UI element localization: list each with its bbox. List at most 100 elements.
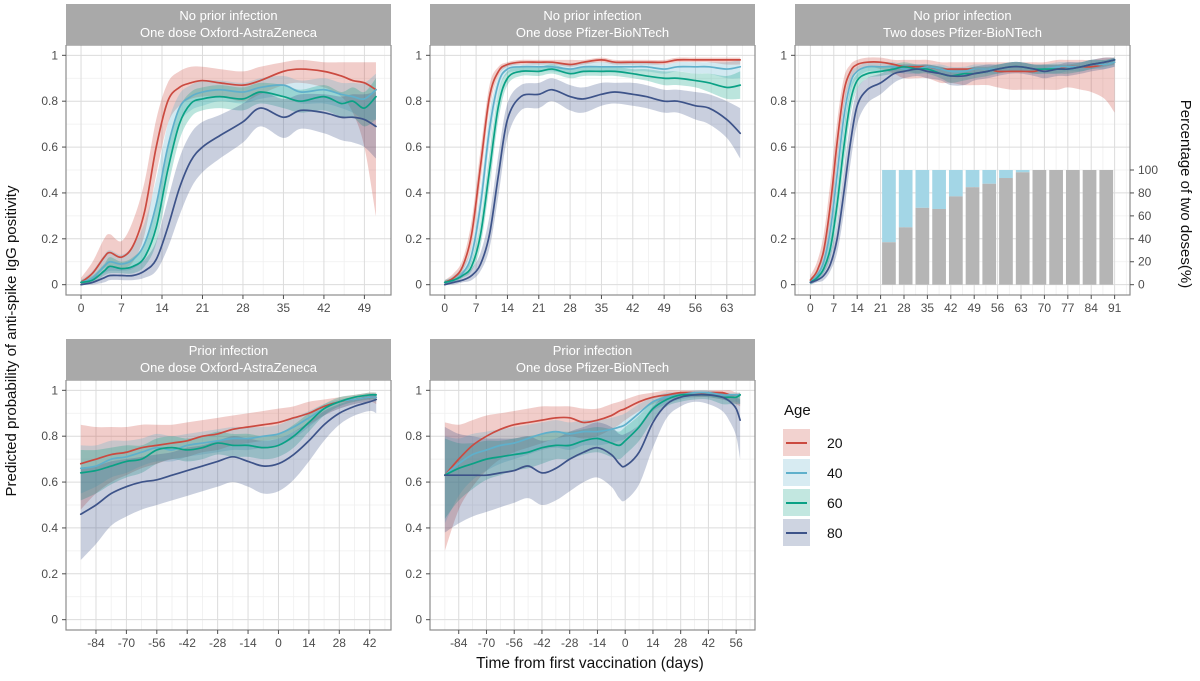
- svg-text:0.4: 0.4: [41, 186, 58, 200]
- svg-text:0: 0: [275, 636, 282, 650]
- svg-text:0.6: 0.6: [41, 140, 58, 154]
- svg-text:0: 0: [415, 278, 422, 292]
- svg-text:0.8: 0.8: [405, 429, 422, 443]
- svg-text:40: 40: [1138, 232, 1152, 246]
- svg-text:1: 1: [415, 383, 422, 397]
- svg-text:21: 21: [196, 301, 210, 315]
- panel-prior-oxford-astrazeneca: Prior infection One dose Oxford-AstraZen…: [26, 339, 403, 661]
- legend-line-age-80: [786, 531, 807, 534]
- legend-line-age-60: [786, 501, 807, 504]
- panel-prior-oxford-astrazeneca-plot: -84 -70 -56 -42 -28 -14 0 14 28 42 0 0.2 0.4 0.6 0.8 1: [41, 379, 392, 650]
- svg-text:14: 14: [851, 301, 865, 315]
- strip-line-2: One dose Oxford-AstraZeneca: [139, 24, 318, 40]
- svg-text:-70: -70: [478, 636, 496, 650]
- svg-text:1: 1: [51, 383, 58, 397]
- strip-line-2: Two doses Pfizer-BioNTech: [883, 24, 1042, 40]
- svg-text:0: 0: [622, 636, 629, 650]
- svg-text:14: 14: [646, 636, 660, 650]
- svg-text:-70: -70: [118, 636, 136, 650]
- svg-text:28: 28: [897, 301, 911, 315]
- svg-text:1: 1: [51, 48, 58, 62]
- svg-text:-14: -14: [589, 636, 607, 650]
- strip-line-2: One dose Oxford-AstraZeneca: [139, 359, 318, 375]
- svg-text:20: 20: [1138, 255, 1152, 269]
- svg-text:-84: -84: [450, 636, 468, 650]
- svg-text:56: 56: [729, 636, 743, 650]
- svg-text:14: 14: [501, 301, 515, 315]
- svg-text:21: 21: [532, 301, 546, 315]
- svg-text:0.2: 0.2: [770, 232, 787, 246]
- svg-text:1: 1: [780, 48, 787, 62]
- facet-strip: Prior infection One dose Pfizer-BioNTech: [430, 339, 755, 380]
- svg-text:0.8: 0.8: [405, 94, 422, 108]
- strip-line-1: Prior infection: [188, 342, 269, 358]
- svg-text:0: 0: [78, 301, 85, 315]
- svg-text:1: 1: [415, 48, 422, 62]
- svg-text:28: 28: [333, 636, 347, 650]
- svg-text:0: 0: [51, 613, 58, 627]
- legend-label: 80: [827, 524, 843, 541]
- svg-text:28: 28: [674, 636, 688, 650]
- svg-text:0.2: 0.2: [405, 567, 422, 581]
- svg-text:0.4: 0.4: [41, 521, 58, 535]
- svg-text:0.6: 0.6: [770, 140, 787, 154]
- legend-swatch-age-40: [783, 459, 810, 486]
- panel-no-prior-pfizer-one-dose: No prior infection One dose Pfizer-BioNT…: [390, 4, 767, 326]
- svg-text:0.8: 0.8: [770, 94, 787, 108]
- panel-no-prior-oxford-astrazeneca-plot: 0 7 14 21 28 35 42 49 0 0.2 0.4 0.6 0.8 1: [41, 44, 392, 315]
- panel-prior-pfizer-one-dose: Prior infection One dose Pfizer-BioNTech…: [390, 339, 767, 661]
- x-axis-title: Time from first vaccination (days): [476, 655, 704, 672]
- svg-text:0.2: 0.2: [41, 567, 58, 581]
- svg-text:56: 56: [689, 301, 703, 315]
- svg-text:56: 56: [991, 301, 1005, 315]
- svg-text:0.2: 0.2: [405, 232, 422, 246]
- svg-text:63: 63: [1014, 301, 1028, 315]
- age-legend: Age 20 40 60 80: [783, 402, 843, 549]
- svg-text:0: 0: [415, 613, 422, 627]
- svg-text:100: 100: [1138, 163, 1158, 177]
- svg-text:42: 42: [363, 636, 377, 650]
- svg-text:14: 14: [155, 301, 169, 315]
- strip-line-2: One dose Pfizer-BioNTech: [515, 24, 670, 40]
- panel-no-prior-pfizer-two-doses: No prior infection Two doses Pfizer-BioN…: [755, 4, 1176, 326]
- legend-line-age-20: [786, 441, 807, 444]
- svg-text:42: 42: [317, 301, 331, 315]
- strip-line-1: No prior infection: [913, 7, 1012, 23]
- svg-text:49: 49: [968, 301, 982, 315]
- svg-text:0.2: 0.2: [41, 232, 58, 246]
- svg-text:0: 0: [441, 301, 448, 315]
- svg-text:42: 42: [702, 636, 716, 650]
- legend-label: 60: [827, 494, 843, 511]
- strip-line-1: Prior infection: [552, 342, 633, 358]
- svg-text:0.6: 0.6: [41, 475, 58, 489]
- svg-text:70: 70: [1038, 301, 1052, 315]
- svg-text:0.4: 0.4: [770, 186, 787, 200]
- strip-line-1: No prior infection: [179, 7, 278, 23]
- svg-text:49: 49: [657, 301, 671, 315]
- svg-text:42: 42: [626, 301, 640, 315]
- legend-item-age-60: 60: [783, 489, 843, 516]
- svg-text:77: 77: [1061, 301, 1075, 315]
- svg-text:-84: -84: [87, 636, 105, 650]
- svg-text:0: 0: [780, 278, 787, 292]
- svg-text:35: 35: [595, 301, 609, 315]
- legend-item-age-80: 80: [783, 519, 843, 546]
- svg-text:-28: -28: [561, 636, 579, 650]
- facet-strip: No prior infection One dose Oxford-Astra…: [66, 4, 391, 45]
- panel-prior-pfizer-one-dose-plot: -84 -70 -56 -42 -28 -14 0 14 28 42 56 0 0.2 0.4 0.6 0.8…: [405, 379, 756, 650]
- svg-text:0.6: 0.6: [405, 475, 422, 489]
- svg-text:7: 7: [473, 301, 480, 315]
- svg-text:0: 0: [807, 301, 814, 315]
- svg-text:-42: -42: [533, 636, 551, 650]
- legend-item-age-40: 40: [783, 459, 843, 486]
- legend-item-age-20: 20: [783, 429, 843, 456]
- facet-strip: No prior infection One dose Pfizer-BioNT…: [430, 4, 755, 45]
- legend-label: 40: [827, 464, 843, 481]
- svg-text:80: 80: [1138, 186, 1152, 200]
- svg-text:28: 28: [236, 301, 250, 315]
- svg-text:-42: -42: [179, 636, 197, 650]
- panel-no-prior-pfizer-two-doses-plot: 0 7 14 21 28 35 42 49 56 63 70 77 84 91 0 0.2 0.4 0.6 0.8 1…: [770, 44, 1158, 315]
- legend-label: 20: [827, 434, 843, 451]
- svg-text:-56: -56: [148, 636, 166, 650]
